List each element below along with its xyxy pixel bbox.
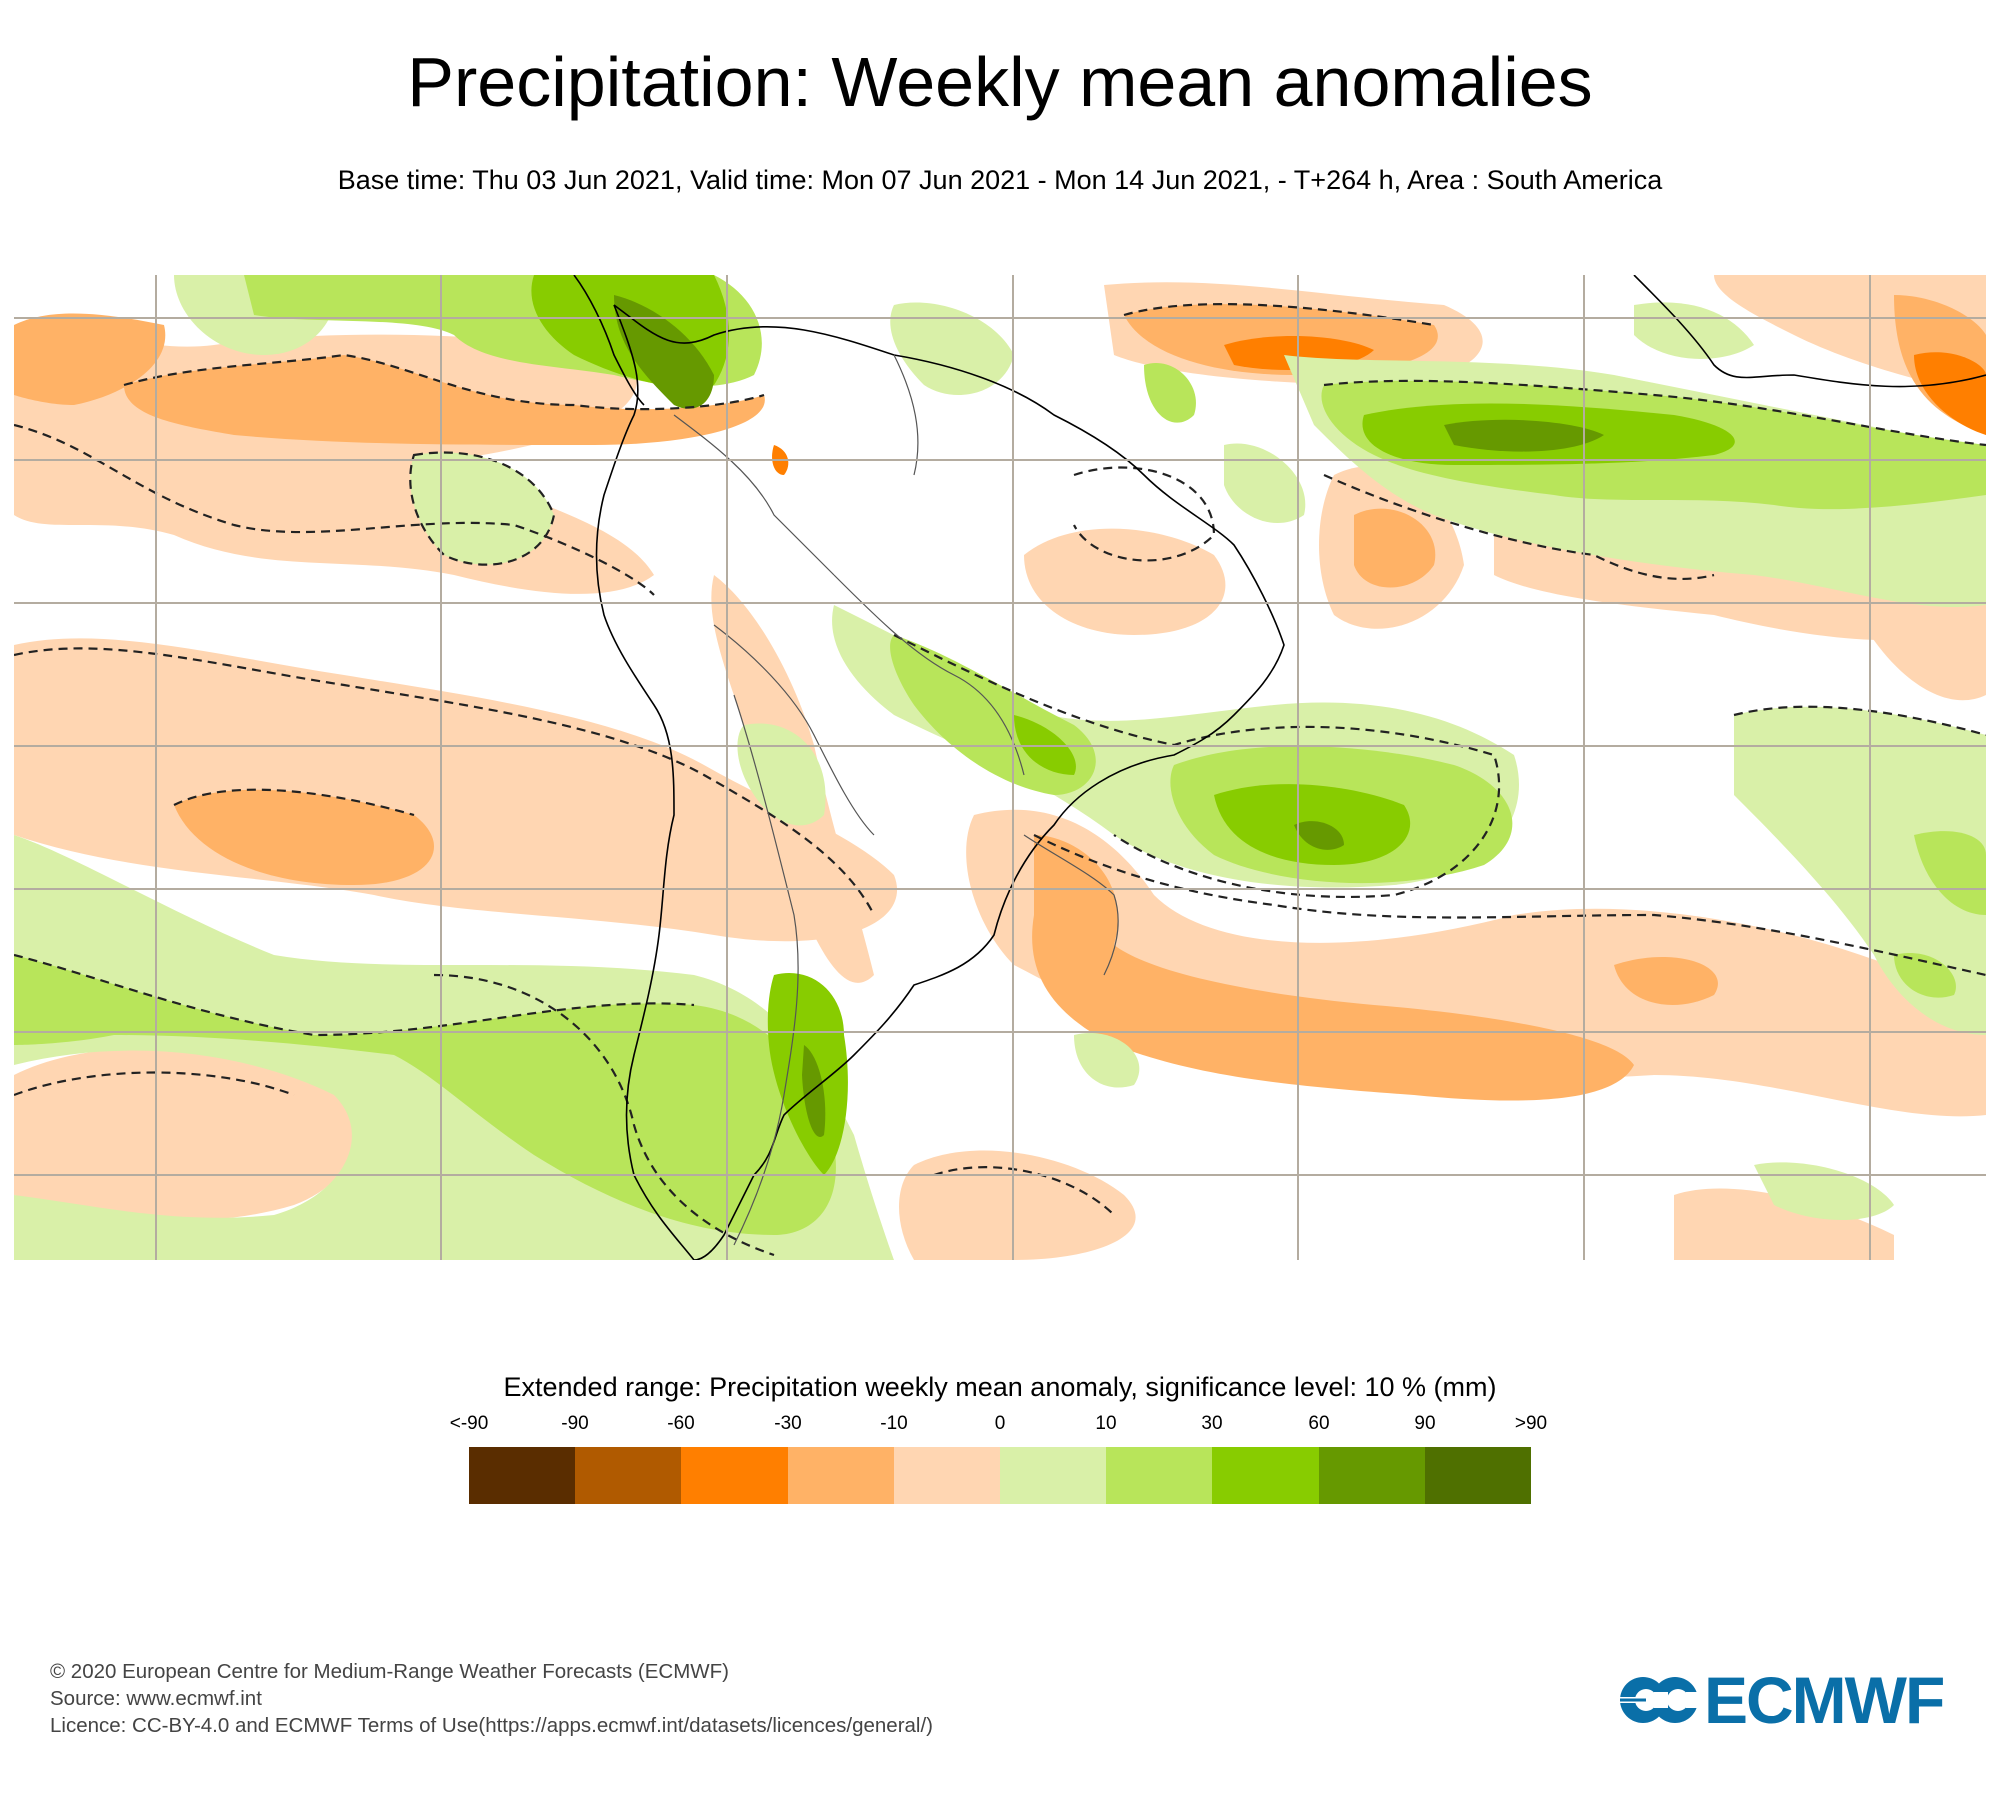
footer: © 2020 European Centre for Medium-Range … (50, 1658, 933, 1739)
licence-text: Licence: CC-BY-4.0 and ECMWF Terms of Us… (50, 1714, 934, 1737)
central-america-coastline (573, 275, 645, 406)
anomaly-region (1024, 528, 1226, 635)
chart-title: Precipitation: Weekly mean anomalies (407, 43, 1593, 121)
significance-contour (1323, 379, 1986, 447)
anomaly-region (1032, 835, 1634, 1101)
anomaly-region (410, 452, 554, 565)
legend-swatch (575, 1447, 682, 1504)
legend-swatch (1000, 1447, 1107, 1504)
anomaly-region (1914, 831, 1986, 915)
anomaly-region (1614, 956, 1718, 1005)
legend-label: 30 (1201, 1413, 1223, 1434)
ecmwf-logo-text: ECMWF (1704, 1663, 1945, 1737)
anomaly-region (1674, 1188, 1894, 1260)
anomaly-region (1734, 706, 1986, 1035)
anomaly-region (1634, 302, 1754, 359)
significance-contour (14, 1071, 295, 1097)
anomaly-region (802, 1045, 826, 1137)
significance-contour (1323, 473, 1715, 581)
country-borders (673, 354, 1119, 1246)
significance-contour (1123, 303, 1435, 327)
graticule (14, 275, 1986, 1260)
country-border (733, 694, 799, 1246)
significance-contours (14, 303, 1986, 1257)
legend-label: <-90 (449, 1413, 489, 1434)
legend-title: Extended range: Precipitation weekly mea… (503, 1372, 1497, 1402)
country-border (833, 574, 1025, 776)
anomaly-region (14, 1047, 357, 1221)
africa-coastline (1633, 275, 1986, 388)
significance-contour (933, 1166, 1115, 1216)
source-text: Source: www.ecmwf.int (50, 1687, 262, 1710)
chart-subtitle: Base time: Thu 03 Jun 2021, Valid time: … (337, 165, 1663, 195)
anomaly-region (890, 302, 1014, 395)
legend-labels: <-90 -90 -60 -30 -10 0 10 30 60 90 >90 (0, 1413, 2000, 1439)
significance-contour (893, 634, 1501, 898)
legend-swatch (1318, 1447, 1425, 1504)
significance-contour (173, 788, 415, 817)
legend-label: -90 (561, 1413, 589, 1434)
legend-label: 90 (1414, 1413, 1436, 1434)
legend-swatch (1106, 1447, 1213, 1504)
legend-label: 60 (1308, 1413, 1330, 1434)
country-border (893, 354, 919, 476)
anomaly-region (14, 955, 836, 1235)
anomaly-region (1074, 1033, 1140, 1088)
anomaly-region (1444, 419, 1604, 452)
significance-contour (1033, 834, 1986, 977)
legend-swatch (1212, 1447, 1319, 1504)
anomaly-region (899, 1150, 1136, 1260)
significance-contour (1073, 466, 1216, 562)
anomaly-region (1144, 363, 1196, 423)
legend-label: -30 (774, 1413, 802, 1434)
anomaly-region (1294, 821, 1344, 850)
significance-contour (1733, 705, 1986, 737)
anomaly-region (174, 789, 434, 885)
south-america-coastline (613, 304, 1285, 1260)
significance-contour (433, 973, 775, 1257)
anomaly-region (737, 723, 826, 826)
anomaly-region (1754, 1162, 1894, 1220)
anomaly-region (1914, 352, 1986, 435)
ecmwf-logo-icon (1620, 1677, 1698, 1723)
legend-swatch (787, 1447, 894, 1504)
legend-swatch (469, 1447, 576, 1504)
country-border (1023, 834, 1119, 976)
country-border (673, 414, 835, 576)
significance-contour (14, 953, 695, 1037)
ecmwf-logo: ECMWF (1620, 1663, 1945, 1737)
anomaly-map (14, 275, 1986, 1260)
anomaly-region (14, 313, 166, 405)
anomaly-layer-moderate-dry (14, 295, 1986, 1101)
anomaly-region (1354, 508, 1436, 588)
legend-label: -60 (667, 1413, 695, 1434)
legend-label: 10 (1095, 1413, 1117, 1434)
legend-label: 0 (994, 1413, 1006, 1434)
anomaly-region (14, 638, 898, 942)
legend-label: >90 (1514, 1413, 1548, 1434)
legend-label: -10 (880, 1413, 908, 1434)
anomaly-region (1224, 443, 1306, 524)
anomaly-region (124, 355, 765, 445)
significance-contour (14, 423, 655, 596)
legend-swatch (681, 1447, 788, 1504)
country-border (713, 624, 875, 836)
legend-swatch (1424, 1447, 1532, 1504)
significance-contour (14, 647, 875, 916)
copyright-text: © 2020 European Centre for Medium-Range … (50, 1660, 729, 1683)
legend-swatch (893, 1447, 1001, 1504)
legend-colorbar (469, 1447, 1532, 1504)
